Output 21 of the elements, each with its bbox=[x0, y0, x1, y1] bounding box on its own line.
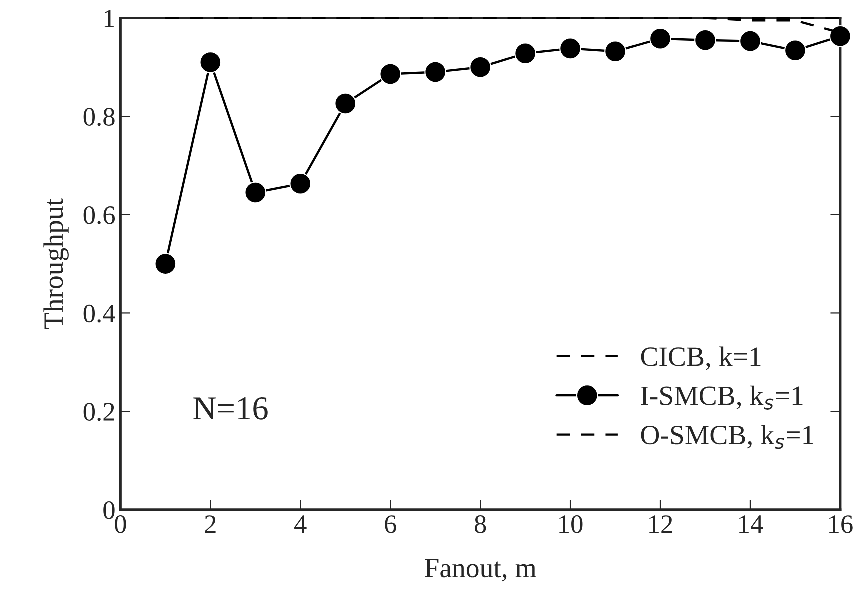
x-tick-label: 14 bbox=[740, 516, 764, 534]
x-tick-label: 12 bbox=[650, 516, 672, 534]
y-tick-label: 0 bbox=[104, 501, 115, 520]
legend-label: CICB, k=1 bbox=[641, 346, 761, 370]
legend-label: I-SMCB, k$_{s}$=1 bbox=[641, 386, 803, 410]
y-tick-label: 1 bbox=[104, 10, 114, 28]
x-tick-label: 10 bbox=[560, 516, 583, 534]
x-tick-label: 16 bbox=[830, 516, 853, 534]
legend-label: O-SMCB, k$_{s}$=1 bbox=[641, 425, 814, 450]
x-tick-label: 6 bbox=[385, 516, 396, 534]
x-tick-label: 0 bbox=[115, 516, 126, 534]
y-tick-label: 0.8 bbox=[84, 108, 115, 126]
y-tick-label: 0.2 bbox=[84, 403, 114, 422]
x-tick-label: 4 bbox=[294, 516, 307, 534]
y-tick-label: 0.6 bbox=[84, 206, 116, 224]
annotation: N=16 bbox=[194, 397, 268, 420]
x-tick-label: 2 bbox=[205, 516, 216, 534]
x-tick-label: 8 bbox=[474, 516, 486, 534]
x-axis-title: Fanout, m bbox=[425, 559, 536, 582]
y-axis-title: Throughput bbox=[44, 198, 69, 330]
y-tick-label: 0.4 bbox=[84, 304, 116, 323]
